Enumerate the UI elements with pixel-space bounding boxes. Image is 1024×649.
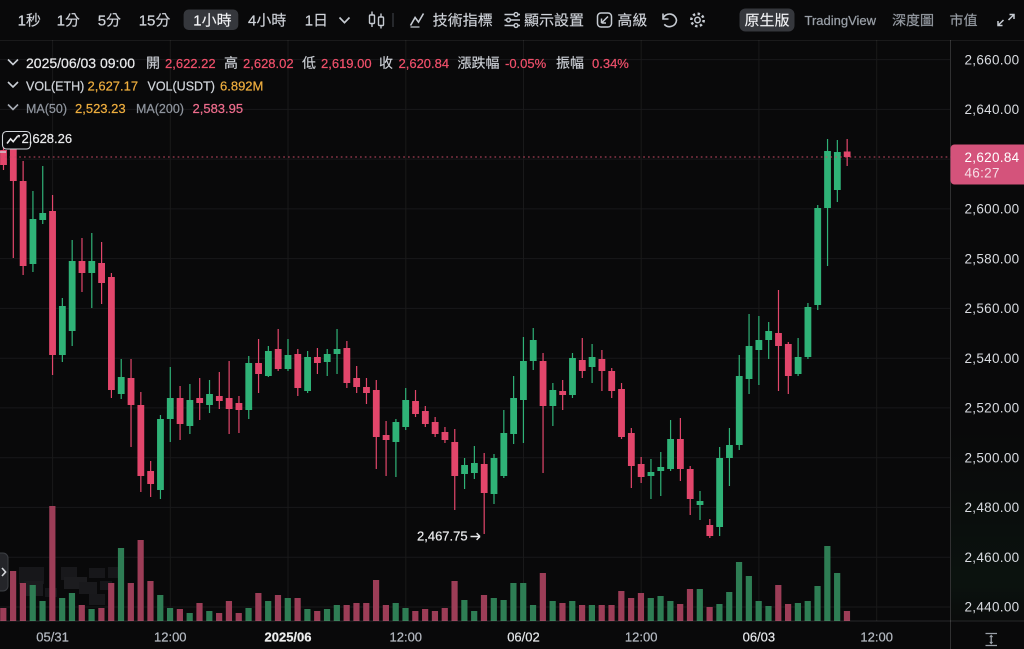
svg-text:12:00: 12:00	[154, 630, 187, 645]
svg-text:1: 1	[305, 13, 313, 30]
svg-text:1: 1	[18, 13, 26, 30]
svg-text:2,620.84: 2,620.84	[965, 150, 1020, 165]
svg-text:2,619.00: 2,619.00	[321, 56, 372, 71]
svg-text:46:27: 46:27	[965, 166, 1000, 181]
svg-text:VOL(ETH): VOL(ETH)	[26, 79, 84, 93]
svg-text:06/03: 06/03	[743, 630, 776, 645]
svg-text:2,640.00: 2,640.00	[965, 102, 1020, 117]
svg-text:12:00: 12:00	[390, 630, 423, 645]
svg-text:4: 4	[248, 13, 256, 30]
svg-text:2,622.22: 2,622.22	[165, 56, 216, 71]
svg-text:6.892M: 6.892M	[220, 78, 263, 93]
svg-text:-0.05%: -0.05%	[505, 56, 547, 71]
svg-text:2,467.75: 2,467.75	[417, 529, 468, 544]
svg-text:0.34%: 0.34%	[592, 56, 629, 71]
svg-text:06/02: 06/02	[507, 630, 540, 645]
svg-text:2,627.17: 2,627.17	[88, 78, 139, 93]
svg-text:2,480.00: 2,480.00	[965, 500, 1020, 515]
svg-text:2,583.95: 2,583.95	[193, 101, 244, 116]
svg-text:1: 1	[193, 13, 201, 30]
svg-text:2,580.00: 2,580.00	[965, 251, 1020, 266]
svg-text:2,520.00: 2,520.00	[965, 401, 1020, 416]
svg-text:1: 1	[57, 13, 65, 30]
svg-text:2,460.00: 2,460.00	[965, 550, 1020, 565]
svg-text:2,560.00: 2,560.00	[965, 301, 1020, 316]
svg-text:5: 5	[98, 13, 106, 30]
svg-text:2,440.00: 2,440.00	[965, 600, 1020, 615]
svg-text:2,628.26: 2,628.26	[22, 131, 73, 146]
svg-text:12:00: 12:00	[860, 630, 893, 645]
svg-text:2,540.00: 2,540.00	[965, 351, 1020, 366]
svg-text:MA(50): MA(50)	[26, 102, 67, 116]
svg-text:2,628.02: 2,628.02	[243, 56, 294, 71]
svg-text:2,523.23: 2,523.23	[75, 101, 126, 116]
svg-text:TradingView: TradingView	[805, 13, 877, 28]
svg-text:05/31: 05/31	[36, 630, 69, 645]
svg-text:15: 15	[139, 13, 156, 30]
svg-text:12:00: 12:00	[625, 630, 658, 645]
svg-text:2025/06: 2025/06	[265, 630, 312, 645]
svg-text:2025/06/03 09:00: 2025/06/03 09:00	[26, 55, 135, 71]
svg-text:2,620.84: 2,620.84	[399, 56, 450, 71]
svg-text:2,500.00: 2,500.00	[965, 450, 1020, 465]
svg-text:2,600.00: 2,600.00	[965, 202, 1020, 217]
svg-text:MA(200): MA(200)	[136, 102, 184, 116]
svg-text:VOL(USDT): VOL(USDT)	[148, 79, 215, 93]
svg-text:2,660.00: 2,660.00	[965, 52, 1020, 67]
